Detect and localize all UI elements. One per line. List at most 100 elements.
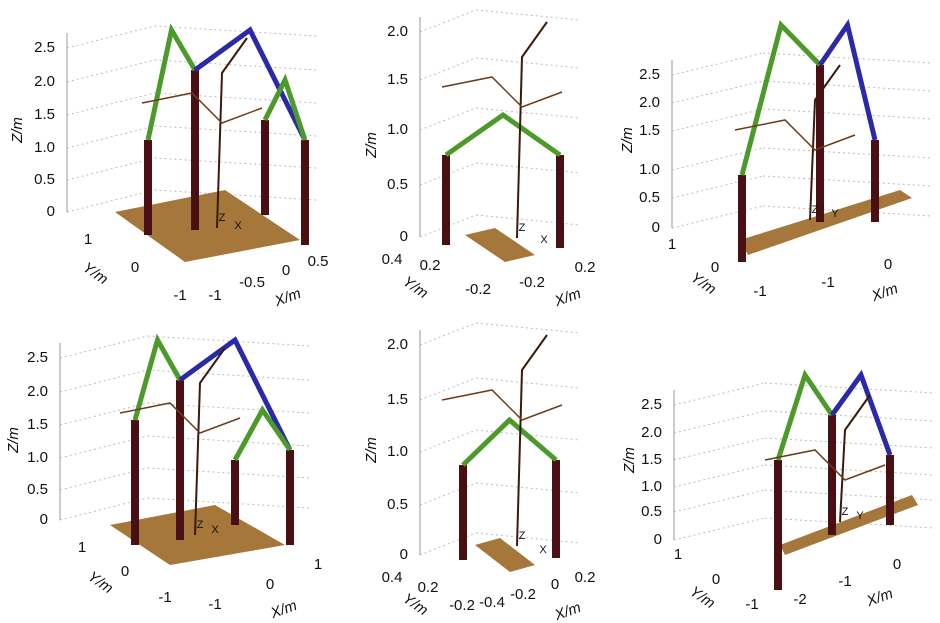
grid-line — [674, 383, 765, 405]
z-axis-label: Z/m — [363, 132, 380, 159]
z-tick-label: 0 — [40, 511, 48, 528]
grid-line — [672, 176, 763, 198]
ground — [115, 190, 300, 262]
grid-line — [420, 108, 476, 130]
y-tick-label: 1 — [78, 539, 86, 556]
x-axis-label: X/m — [267, 597, 299, 622]
x-axis-label: X/m — [551, 599, 583, 623]
grid-line — [67, 158, 155, 180]
y-tick-label: 0.4 — [382, 569, 403, 586]
branch — [442, 390, 562, 420]
y-tick-label: 0.2 — [420, 257, 441, 274]
wire — [148, 30, 195, 140]
post — [552, 460, 560, 558]
y-tick-label: -1 — [158, 589, 171, 606]
y-tick-label: -0.2 — [449, 597, 475, 614]
post — [231, 460, 239, 525]
z-tick-label: 0.5 — [641, 503, 662, 520]
post — [886, 455, 894, 525]
z-axis-label: Z/m — [5, 427, 22, 454]
grid-line — [155, 126, 318, 136]
x-tick-label: -2 — [793, 591, 806, 608]
y-tick-label: 0 — [121, 563, 129, 580]
ground — [475, 538, 535, 572]
y-tick-label: 0 — [712, 571, 720, 588]
origin-axis-label: X — [539, 544, 547, 556]
grid-line — [420, 430, 476, 452]
grid-line — [765, 438, 934, 448]
grid-line — [674, 465, 765, 487]
x-tick-label: 0 — [884, 256, 892, 273]
grid-line — [155, 158, 318, 168]
origin-axis-label: X — [211, 524, 219, 536]
z-tick-label: 1.5 — [639, 122, 660, 139]
y-tick-label: 0 — [131, 259, 139, 276]
grid-line — [763, 53, 932, 63]
z-tick-label: 0.5 — [27, 481, 48, 498]
z-tick-label: 1.5 — [387, 391, 408, 408]
y-axis-label: Y/m — [400, 273, 432, 302]
x-tick-label: 0 — [893, 556, 901, 573]
grid-line — [763, 176, 932, 186]
post — [556, 155, 564, 248]
origin-axis-label: Z — [519, 530, 526, 542]
post — [176, 380, 184, 540]
trunk — [840, 395, 870, 522]
post — [144, 140, 152, 235]
z-axis-label: Z/m — [363, 437, 380, 464]
z-tick-label: 2.0 — [387, 23, 408, 40]
x-tick-label: 1 — [314, 556, 322, 573]
y-tick-label: -1 — [753, 283, 766, 300]
grid-line — [420, 483, 476, 505]
z-tick-label: 2.0 — [641, 424, 662, 441]
wire — [235, 410, 290, 460]
branch — [442, 77, 562, 107]
z-tick-label: 0.5 — [34, 171, 55, 188]
wire — [180, 340, 290, 450]
z-tick-label: 2.5 — [27, 349, 48, 366]
y-tick-label: 1 — [674, 546, 682, 563]
grid-line — [148, 468, 311, 478]
origin-axis-label: Y — [831, 208, 839, 220]
grid-line — [476, 378, 580, 388]
x-tick-label: 0 — [551, 576, 559, 593]
branch — [765, 450, 885, 480]
post — [261, 120, 269, 215]
z-tick-label: 2.0 — [639, 94, 660, 111]
grid-line — [674, 411, 765, 433]
x-tick-label: -1 — [208, 596, 221, 613]
z-tick-label: 0 — [400, 228, 408, 245]
x-tick-label: -0.2 — [510, 586, 536, 603]
z-tick-label: 1.5 — [387, 71, 408, 88]
grid-line — [420, 378, 476, 400]
z-tick-label: 2.5 — [34, 39, 55, 56]
grid-line — [674, 438, 765, 460]
y-tick-label: -0.2 — [465, 281, 491, 298]
origin-axis-label: Z — [842, 506, 849, 518]
y-axis-label: Y/m — [85, 568, 117, 597]
x-tick-label: -0.2 — [519, 274, 545, 291]
grid-line — [672, 53, 763, 75]
z-tick-label: 0 — [47, 203, 55, 220]
z-tick-label: 2.5 — [641, 396, 662, 413]
x-tick-label: 0.5 — [308, 253, 329, 270]
wire — [446, 115, 560, 155]
y-tick-label: 0.4 — [382, 251, 403, 268]
z-tick-label: 0.5 — [387, 496, 408, 513]
origin-axis-label: Y — [856, 510, 864, 522]
grid-line — [674, 518, 765, 540]
grid-line — [67, 93, 155, 115]
z-tick-label: 1.5 — [641, 451, 662, 468]
post — [131, 420, 139, 545]
post — [871, 140, 879, 222]
z-tick-label: 0.5 — [387, 176, 408, 193]
y-tick-label: 1 — [668, 236, 676, 253]
wire — [463, 420, 556, 465]
x-tick-label: -1 — [208, 287, 221, 304]
x-axis-label: X/m — [863, 585, 895, 610]
origin-axis-label: Z — [519, 222, 526, 234]
grid-line — [148, 498, 311, 508]
grid-line — [674, 490, 765, 512]
x-tick-label: 0 — [282, 262, 290, 279]
grid-line — [476, 483, 580, 493]
